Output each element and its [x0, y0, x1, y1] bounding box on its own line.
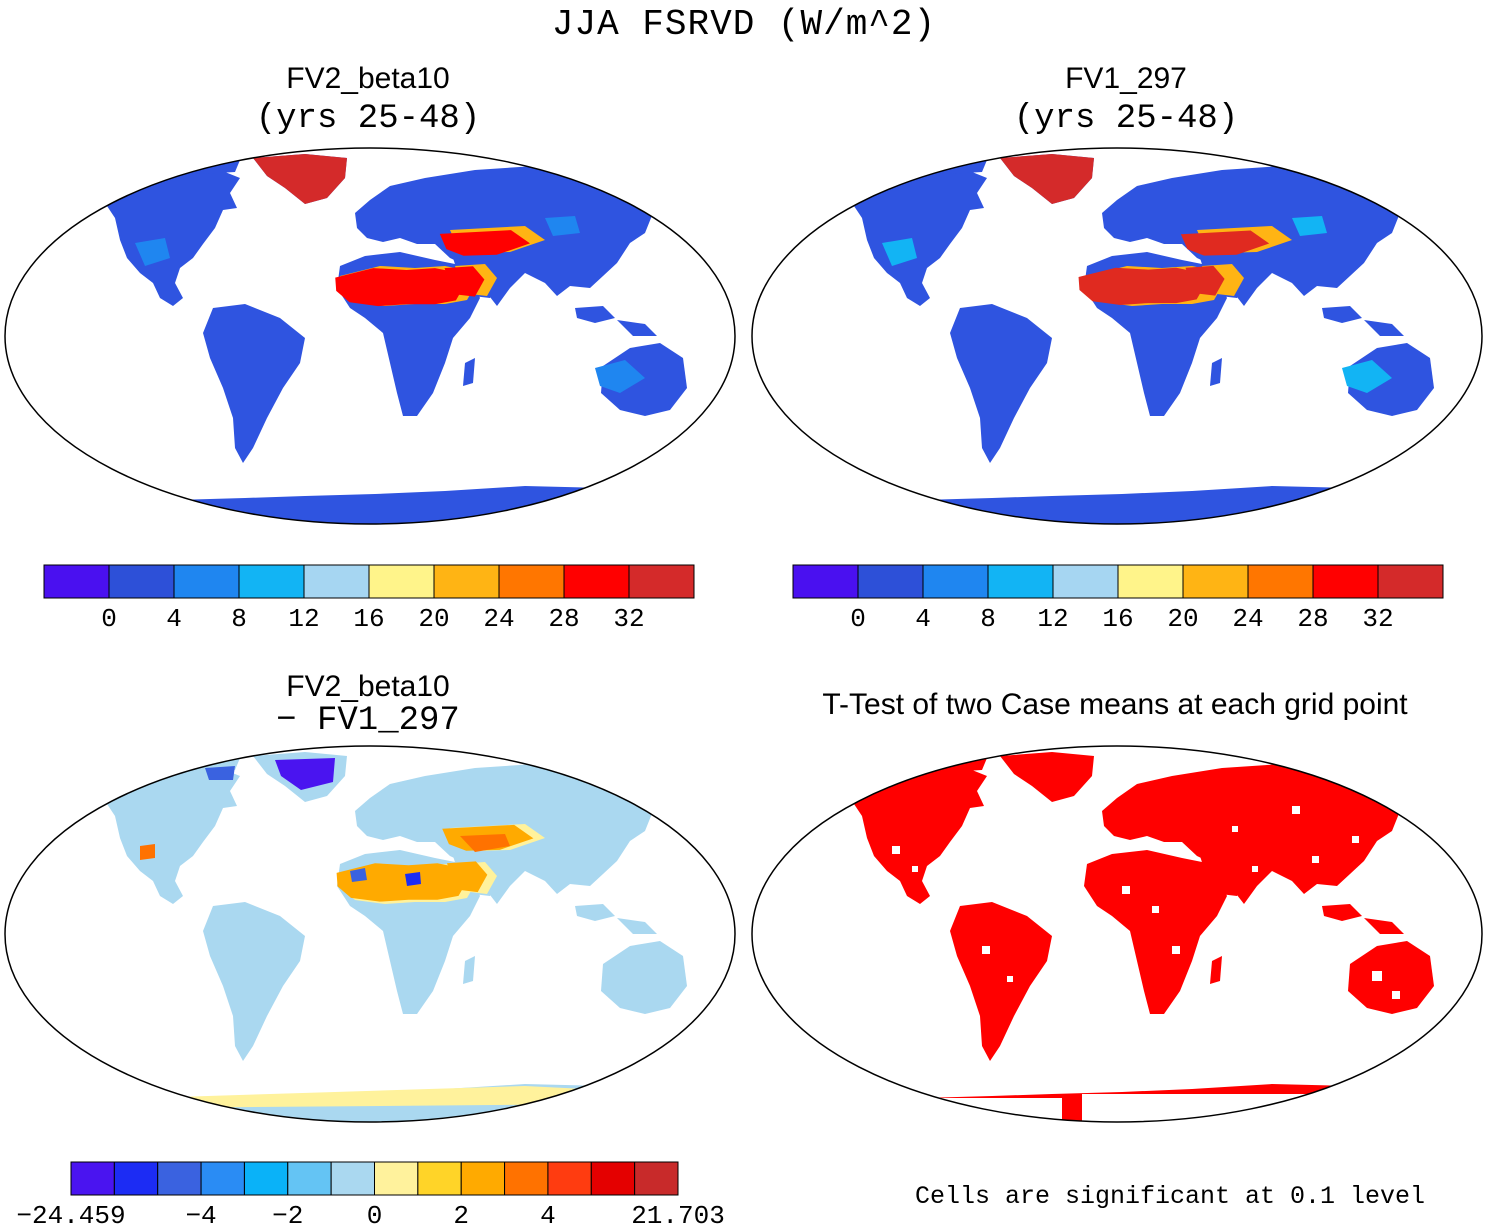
colorbar-swatch	[108, 564, 175, 599]
colorbar-tick-label: 4	[915, 604, 931, 634]
colorbar-panel-1	[43, 564, 695, 599]
colorbar-swatch	[1377, 564, 1444, 599]
colorbar-swatch	[1117, 564, 1184, 599]
panel-1-title: FV2_beta10	[286, 62, 450, 95]
colorbar-swatch	[200, 1161, 245, 1196]
colorbar-swatch	[70, 1161, 115, 1196]
map-panel-4	[751, 745, 1483, 1123]
panel-2-subtitle: (yrs 25-48)	[1013, 100, 1239, 138]
colorbar-swatch	[287, 1161, 332, 1196]
panel-4-title: T-Test of two Case means at each grid po…	[822, 688, 1408, 721]
panel-2-title: FV1_297	[1065, 62, 1187, 95]
colorbar-swatch	[173, 564, 240, 599]
colorbar-swatch	[43, 564, 110, 599]
colorbar-swatch	[374, 1161, 419, 1196]
main-title: JJA FSRVD (W/m^2)	[551, 4, 937, 45]
colorbar-swatch	[433, 564, 500, 599]
colorbar-tick-label: 0	[850, 604, 866, 634]
colorbar-swatch	[857, 564, 924, 599]
colorbar-tick-label: 16	[1102, 604, 1134, 634]
colorbar-swatch	[1312, 564, 1379, 599]
colorbar-swatch	[417, 1161, 462, 1196]
colorbar-tick-label: 4	[166, 604, 182, 634]
colorbar-tick-label: 8	[980, 604, 996, 634]
map-panel-2	[751, 147, 1483, 525]
panel-1-subtitle: (yrs 25-48)	[255, 100, 481, 138]
colorbar-swatch	[987, 564, 1054, 599]
map-panel-1	[4, 147, 736, 525]
colorbar-tick-label: 24	[483, 604, 515, 634]
colorbar-tick-label: 32	[613, 604, 645, 634]
colorbar-tick-label: −4	[185, 1201, 217, 1227]
colorbar-swatch	[303, 564, 370, 599]
map-panel-3	[4, 745, 736, 1123]
colorbar-swatch	[243, 1161, 289, 1196]
colorbar-swatch	[157, 1161, 202, 1196]
significance-note: Cells are significant at 0.1 level	[914, 1182, 1426, 1211]
colorbar-tick-label: 0	[101, 604, 117, 634]
colorbar-swatch	[113, 1161, 159, 1196]
colorbar-tick-label: −2	[272, 1201, 304, 1227]
colorbar-tick-label: 12	[1037, 604, 1069, 634]
colorbar-swatch	[922, 564, 989, 599]
colorbar-swatch	[634, 1161, 679, 1196]
colorbar-tick-label: 12	[288, 604, 320, 634]
colorbar-swatch	[1182, 564, 1249, 599]
colorbar-tick-label: 20	[418, 604, 450, 634]
colorbar-swatch	[368, 564, 435, 599]
panel-3-title: FV2_beta10	[286, 670, 450, 703]
colorbar-swatch	[330, 1161, 375, 1196]
colorbar-tick-label: 28	[548, 604, 580, 634]
panel-3-subtitle: − FV1_297	[276, 702, 460, 740]
colorbar-swatch	[460, 1161, 506, 1196]
colorbar-swatch	[238, 564, 305, 599]
colorbar-tick-label: 4	[540, 1201, 556, 1227]
colorbar-swatch	[1052, 564, 1119, 599]
colorbar-tick-label: 0	[366, 1201, 383, 1227]
colorbar-tick-label: −24.459	[16, 1201, 126, 1227]
colorbar-tick-label: 2	[453, 1201, 469, 1227]
colorbar-difference	[70, 1161, 679, 1196]
colorbar-swatch	[498, 564, 565, 599]
colorbar-tick-label: 21.703	[631, 1201, 725, 1227]
colorbar-tick-label: 20	[1167, 604, 1199, 634]
colorbar-swatch	[563, 564, 630, 599]
colorbar-tick-label: 32	[1362, 604, 1394, 634]
colorbar-swatch	[504, 1161, 549, 1196]
colorbar-tick-label: 28	[1297, 604, 1329, 634]
colorbar-swatch	[792, 564, 859, 599]
colorbar-tick-label: 24	[1232, 604, 1264, 634]
colorbar-swatch	[628, 564, 695, 599]
colorbar-tick-label: 16	[353, 604, 385, 634]
colorbar-panel-2	[792, 564, 1444, 599]
colorbar-swatch	[590, 1161, 636, 1196]
colorbar-swatch	[547, 1161, 592, 1196]
colorbar-swatch	[1247, 564, 1314, 599]
colorbar-tick-label: 8	[231, 604, 247, 634]
